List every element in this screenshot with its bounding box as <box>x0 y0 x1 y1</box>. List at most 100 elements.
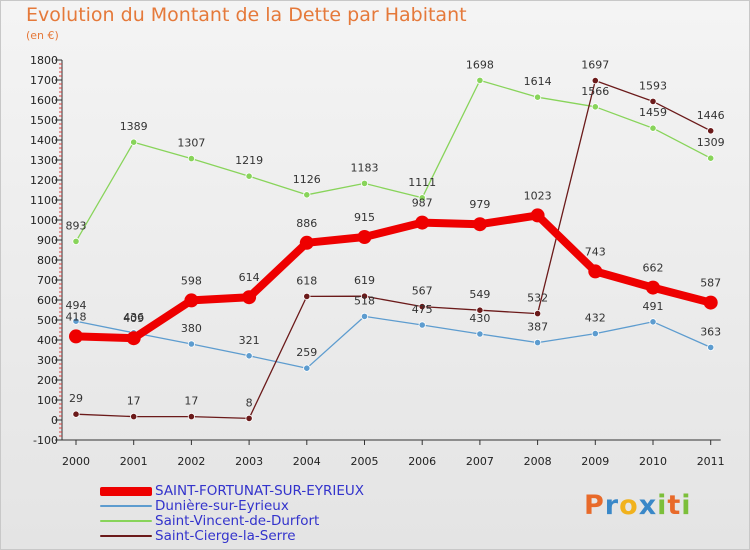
legend-swatch <box>100 487 152 496</box>
series-line <box>75 79 712 243</box>
data-label: 436 <box>123 311 144 324</box>
y-tick-label: 800 <box>37 254 58 267</box>
data-point <box>242 290 257 305</box>
data-point <box>69 329 83 344</box>
data-point <box>588 264 603 279</box>
y-tick-label: 1400 <box>30 134 58 147</box>
data-point <box>533 309 542 318</box>
data-label: 321 <box>239 334 260 347</box>
data-label: 1593 <box>639 79 667 92</box>
x-tick-label: 2010 <box>639 455 667 468</box>
data-point <box>360 312 369 320</box>
data-label: 1126 <box>293 173 321 186</box>
x-tick-label: 2007 <box>466 455 494 468</box>
proxiti-logo: Proxiti <box>584 490 692 521</box>
data-label: 380 <box>181 322 202 335</box>
data-label: 1446 <box>697 109 725 122</box>
x-tick-label: 2004 <box>293 455 321 468</box>
data-point <box>472 217 487 232</box>
data-point <box>530 208 545 223</box>
data-point <box>72 317 80 325</box>
y-tick-label: 1600 <box>30 94 58 107</box>
y-tick-label: -100 <box>33 434 58 447</box>
x-tick-label: 2005 <box>351 455 379 468</box>
data-label: 518 <box>354 294 375 307</box>
data-label: 587 <box>700 277 721 290</box>
data-point <box>130 412 138 421</box>
data-label: 618 <box>296 274 317 287</box>
x-tick-label: 2003 <box>235 455 263 468</box>
x-tick-label: 2008 <box>524 455 552 468</box>
y-tick-label: 1100 <box>30 194 58 207</box>
data-label: 979 <box>469 198 490 211</box>
data-point <box>303 191 311 199</box>
data-label: 1697 <box>581 59 609 72</box>
data-point <box>591 103 599 111</box>
data-label: 987 <box>412 197 433 210</box>
y-tick-label: 400 <box>37 334 58 347</box>
y-tick-label: 600 <box>37 294 58 307</box>
data-label: 29 <box>69 392 83 405</box>
data-point <box>245 414 253 422</box>
data-point <box>703 295 718 310</box>
data-point <box>130 138 138 146</box>
data-point <box>649 318 657 326</box>
data-point <box>418 302 426 311</box>
data-label: 614 <box>239 271 260 284</box>
data-point <box>245 172 253 180</box>
data-point <box>357 230 372 244</box>
data-point <box>360 292 369 300</box>
legend-label: Dunière-sur-Eyrieux <box>155 498 289 514</box>
data-point <box>707 154 715 162</box>
x-tick-label: 2009 <box>581 455 609 468</box>
data-label: 430 <box>469 312 490 325</box>
data-label: 1183 <box>351 161 379 174</box>
series-line <box>75 79 712 420</box>
data-point <box>476 76 484 85</box>
data-label: 363 <box>700 325 721 338</box>
y-tick-label: 200 <box>37 374 58 387</box>
y-tick-label: 300 <box>37 354 58 367</box>
data-label: 494 <box>66 299 87 312</box>
data-point <box>72 237 80 245</box>
data-label: 1698 <box>466 58 494 71</box>
legend-label: Saint-Vincent-de-Durfort <box>155 513 320 529</box>
y-tick-label: 500 <box>37 314 58 327</box>
data-label: 893 <box>66 219 87 232</box>
data-point <box>184 293 199 308</box>
data-point <box>187 340 195 348</box>
data-label: 1111 <box>408 176 436 189</box>
data-label: 1219 <box>235 154 263 167</box>
data-point <box>476 330 484 338</box>
data-point <box>418 194 426 202</box>
data-label: 532 <box>527 292 548 305</box>
data-label: 662 <box>643 262 664 275</box>
data-point <box>187 412 195 421</box>
y-tick-label: 1500 <box>30 114 58 127</box>
data-label: 475 <box>412 303 433 316</box>
data-point <box>418 321 426 329</box>
data-point <box>476 306 484 314</box>
legend-swatch <box>100 535 152 537</box>
y-tick-label: 0 <box>51 414 58 427</box>
data-label: 409 <box>123 312 144 325</box>
y-tick-label: 1700 <box>30 74 58 87</box>
series-layer <box>69 76 718 422</box>
data-label: 915 <box>354 211 375 224</box>
data-point <box>533 338 542 347</box>
data-label: 1023 <box>524 189 552 202</box>
data-point <box>126 331 141 346</box>
data-label: 567 <box>412 285 433 298</box>
axes: -100 0 100 200 300 400 500 600 700 800 900 1000 1100… <box>30 54 725 468</box>
y-tick-label: 1200 <box>30 174 58 187</box>
chart-title: Evolution du Montant de la Dette par Hab… <box>26 4 467 26</box>
data-label: 598 <box>181 274 202 287</box>
data-point <box>299 235 314 250</box>
data-point <box>649 124 657 132</box>
x-tick-label: 2000 <box>62 455 90 468</box>
data-label: 17 <box>127 395 141 408</box>
data-point <box>245 352 253 360</box>
data-label: 259 <box>296 346 317 359</box>
data-label: 418 <box>66 310 87 323</box>
data-point <box>187 155 195 163</box>
